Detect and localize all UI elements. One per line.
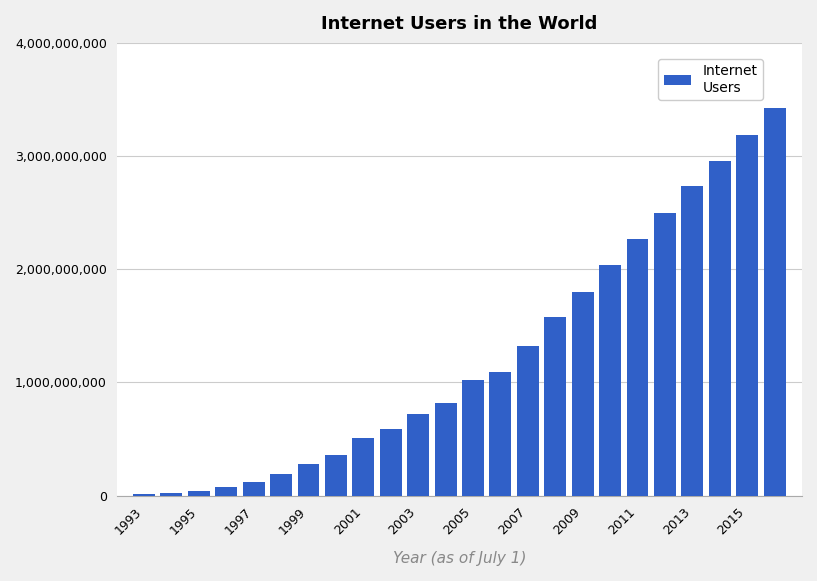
Bar xyxy=(435,403,457,496)
Bar xyxy=(380,429,402,496)
Bar xyxy=(572,292,594,496)
Bar xyxy=(764,108,786,496)
Bar xyxy=(216,487,237,496)
Legend: Internet
Users: Internet Users xyxy=(659,59,763,100)
Bar xyxy=(627,239,649,496)
Bar xyxy=(133,494,155,496)
X-axis label: Year (as of July 1): Year (as of July 1) xyxy=(392,551,526,566)
Bar xyxy=(243,482,265,496)
Bar xyxy=(270,474,292,496)
Bar xyxy=(599,266,621,496)
Bar xyxy=(709,161,730,496)
Bar xyxy=(407,414,429,496)
Bar xyxy=(188,490,210,496)
Bar xyxy=(517,346,538,496)
Bar xyxy=(297,464,319,496)
Bar xyxy=(160,493,182,496)
Title: Internet Users in the World: Internet Users in the World xyxy=(321,15,597,33)
Bar xyxy=(654,213,676,496)
Bar xyxy=(352,437,374,496)
Bar xyxy=(489,372,511,496)
Bar xyxy=(462,381,484,496)
Bar xyxy=(325,455,347,496)
Bar xyxy=(544,317,566,496)
Bar xyxy=(736,135,758,496)
Bar xyxy=(681,186,703,496)
